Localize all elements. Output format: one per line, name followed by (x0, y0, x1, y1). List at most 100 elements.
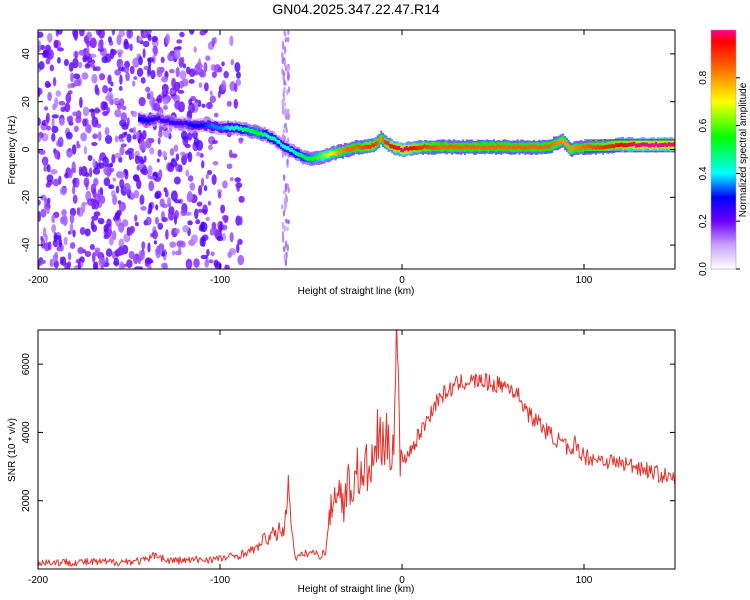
noise-speckle (103, 177, 111, 187)
noise-speckle (131, 110, 138, 118)
ridge-core (591, 145, 594, 150)
ridge-core (614, 143, 617, 148)
noise-speckle (92, 167, 101, 175)
noise-speckle (51, 125, 59, 134)
ridge-core (543, 144, 546, 149)
noise-speckle (129, 65, 135, 75)
ridge-core (618, 143, 621, 148)
top-xtick-label: -100 (210, 275, 230, 286)
ridge-core (391, 144, 394, 149)
noise-speckle (72, 194, 78, 204)
noise-speckle (174, 81, 181, 92)
noise-speckle (213, 259, 219, 268)
noise-speckle (95, 123, 102, 129)
ridge-core (141, 117, 144, 122)
ridge-core (199, 123, 202, 128)
noise-speckle (67, 83, 73, 89)
ridge-core (383, 139, 386, 144)
noise-speckle (180, 209, 187, 217)
ridge-core (194, 123, 197, 128)
noise-speckle (167, 210, 175, 221)
ridge-core (298, 152, 301, 157)
noise-speckle (108, 87, 113, 92)
noise-speckle (118, 171, 126, 179)
noise-speckle (85, 45, 90, 57)
noise-speckle (286, 73, 290, 82)
noise-speckle (161, 251, 166, 257)
noise-speckle (155, 248, 161, 259)
noise-speckle (174, 228, 180, 234)
ridge-core (380, 136, 383, 141)
noise-speckle (109, 236, 114, 246)
noise-speckle (287, 137, 290, 144)
noise-speckle (97, 217, 105, 225)
bottom-ytick-label: 2000 (21, 489, 32, 512)
noise-speckle (140, 205, 147, 211)
noise-speckle (181, 56, 185, 65)
noise-speckle (76, 207, 80, 216)
noise-speckle (212, 140, 218, 145)
noise-speckle (147, 33, 152, 42)
ridge-core (636, 143, 639, 148)
noise-speckle (126, 133, 132, 143)
noise-speckle (287, 66, 290, 73)
noise-speckle (238, 195, 245, 203)
noise-speckle (212, 160, 219, 166)
noise-speckle (103, 234, 110, 240)
noise-speckle (138, 96, 146, 107)
ridge-core (447, 144, 450, 149)
noise-speckle (239, 216, 243, 226)
noise-speckle (132, 255, 139, 262)
ridge-core (247, 127, 250, 132)
noise-speckle (85, 40, 92, 47)
ridge-core (502, 145, 505, 150)
top-x-ticks: -200 -100 0 100 (28, 30, 593, 286)
noise-speckle (119, 74, 123, 85)
noise-speckle (283, 78, 286, 86)
ridge-core (489, 146, 492, 151)
ridge-core (265, 133, 268, 138)
noise-speckle (284, 240, 288, 248)
noise-speckle (200, 254, 208, 260)
ridge-core (341, 148, 344, 153)
noise-speckle (72, 30, 79, 37)
noise-speckle (112, 194, 118, 206)
noise-speckle (38, 87, 43, 96)
ridge-core (369, 144, 372, 149)
noise-speckle (138, 56, 143, 66)
noise-speckle (283, 31, 286, 36)
noise-speckle (213, 228, 219, 237)
noise-speckle (114, 69, 122, 76)
noise-speckle (156, 94, 163, 104)
noise-speckle (63, 236, 68, 246)
noise-speckle (238, 137, 244, 144)
ridge-core (569, 147, 572, 152)
noise-speckle (79, 227, 86, 235)
ridge-core (227, 125, 230, 130)
noise-speckle (134, 266, 142, 269)
ridge-core (170, 120, 173, 125)
colorbar-gradient (711, 30, 736, 269)
noise-speckle (109, 167, 115, 173)
ridge-core (443, 144, 446, 149)
noise-speckle (53, 39, 59, 49)
ridge-core (159, 118, 162, 123)
noise-speckle (196, 151, 202, 157)
top-y-axis-label: Frequency (Hz) (7, 116, 18, 185)
noise-speckle (229, 232, 234, 243)
noise-speckle (281, 98, 284, 107)
noise-speckle (169, 68, 175, 74)
ridge-core (436, 145, 439, 150)
noise-speckle (116, 247, 125, 256)
noise-speckle (163, 187, 168, 193)
ridge-core (471, 144, 474, 149)
ridge-core (189, 122, 192, 127)
noise-speckle (88, 167, 93, 178)
colorbar-frame (710, 29, 737, 270)
ridge-core (418, 145, 421, 150)
ridge-core (347, 147, 350, 152)
noise-speckle (226, 100, 232, 107)
noise-speckle (77, 143, 81, 149)
bottom-x-axis-label: Height of straight line (km) (298, 584, 415, 595)
ridge-core (280, 142, 283, 147)
